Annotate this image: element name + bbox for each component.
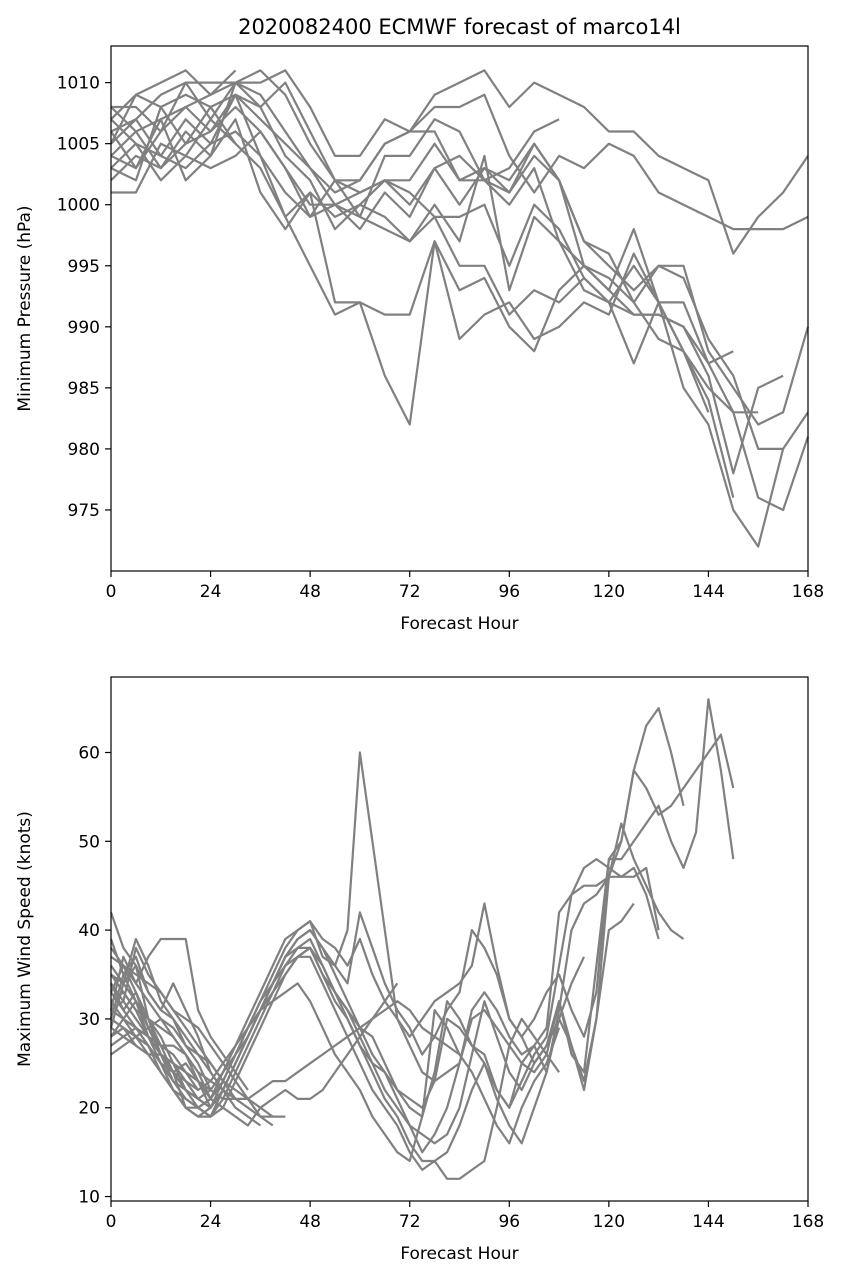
wind-y-tick-label: 40	[78, 921, 100, 941]
pressure-y-tick-label: 995	[68, 257, 100, 277]
pressure-y-tick-label: 990	[68, 318, 100, 338]
wind-series-group	[109, 698, 735, 1180]
wind-series-line-19	[109, 955, 224, 1091]
pressure-series-line-10	[110, 118, 735, 498]
wind-series-line-16	[110, 964, 262, 1127]
wind-series-line-1	[109, 706, 685, 1109]
pressure-series-line-11	[110, 81, 710, 413]
pressure-series-line-8	[111, 130, 759, 414]
wind-x-tick-label: 96	[498, 1212, 520, 1232]
wind-series-line-23	[110, 982, 200, 1091]
pressure-y-tick-label: 980	[68, 440, 100, 460]
wind-series-line-22	[109, 955, 212, 1109]
pressure-x-tick-label: 120	[593, 582, 625, 602]
pressure-series-line-14	[110, 105, 237, 182]
pressure-series-line-1	[111, 69, 809, 255]
wind-y-tick-label: 50	[78, 832, 100, 852]
pressure-series-line-12	[110, 93, 560, 194]
wind-series-line-21	[110, 991, 212, 1100]
wind-x-tick-label: 24	[200, 1212, 222, 1232]
wind-x-tick-label: 72	[399, 1212, 421, 1232]
wind-series-line-9	[110, 955, 560, 1180]
pressure-x-tick-label: 48	[299, 582, 321, 602]
pressure-x-tick-label: 72	[399, 582, 421, 602]
pressure-series-line-5	[110, 105, 810, 512]
wind-x-tick-label: 144	[692, 1212, 724, 1232]
pressure-x-tick-label: 96	[498, 582, 520, 602]
pressure-series-line-6	[110, 118, 784, 475]
wind-y-tick-label: 60	[78, 743, 100, 763]
pressure-y-tick-label: 1010	[57, 74, 100, 94]
wind-series-line-5	[110, 866, 660, 1118]
wind-x-tick-label: 120	[593, 1212, 625, 1232]
pressure-y-tick-label: 1005	[57, 135, 100, 155]
wind-y-tick-label: 10	[78, 1188, 100, 1208]
pressure-y-axis-label: Minimum Pressure (hPa)	[15, 205, 35, 411]
wind-y-axis-label: Maximum Wind Speed (knots)	[15, 811, 35, 1067]
wind-x-axis-label: Forecast Hour	[400, 1244, 518, 1264]
wind-x-tick-label: 168	[792, 1212, 824, 1232]
wind-series-line-8	[110, 946, 585, 1163]
wind-y-tick-label: 30	[78, 1010, 100, 1030]
pressure-y-ticks: 975 980 985 990 995 1000 1005 1010	[57, 74, 111, 521]
pressure-series-line-2	[110, 69, 809, 231]
wind-series-line-24	[110, 1000, 200, 1100]
pressure-x-ticks: 0 24 48 72 96 120 144 168	[106, 571, 824, 602]
pressure-panel: 0 24 48 72 96 120 144 168 975 980 985 990 995 1000 10…	[15, 15, 824, 634]
wind-y-tick-label: 20	[78, 1099, 100, 1119]
pressure-x-tick-label: 168	[792, 582, 824, 602]
pressure-x-tick-label: 0	[106, 582, 117, 602]
wind-axes-frame	[110, 676, 809, 1202]
wind-series-line-20	[109, 937, 212, 1091]
pressure-y-tick-label: 975	[68, 501, 100, 521]
wind-panel: 0 24 48 72 96 120 144 168 10 20 30 40 50 60 Forecast…	[15, 676, 824, 1264]
chart-title: 2020082400 ECMWF forecast of marco14l	[238, 15, 681, 39]
pressure-x-tick-label: 144	[692, 582, 724, 602]
pressure-x-tick-label: 24	[200, 582, 222, 602]
wind-x-ticks: 0 24 48 72 96 120 144 168	[106, 1201, 824, 1232]
wind-y-ticks: 10 20 30 40 50 60	[78, 743, 111, 1208]
pressure-axes-frame	[110, 45, 809, 572]
wind-x-tick-label: 0	[106, 1212, 117, 1232]
pressure-x-axis-label: Forecast Hour	[400, 614, 518, 634]
pressure-series-line-3	[110, 81, 809, 450]
pressure-series-line-7	[110, 118, 734, 365]
pressure-series-line-13	[110, 69, 237, 170]
wind-series-line-6	[110, 857, 660, 1154]
pressure-series-group	[110, 69, 810, 548]
wind-x-tick-label: 48	[299, 1212, 321, 1232]
pressure-y-tick-label: 1000	[57, 196, 100, 216]
pressure-y-tick-label: 985	[68, 379, 100, 399]
wind-series-line-3	[110, 733, 735, 1109]
wind-series-line-18	[110, 946, 237, 1100]
wind-series-line-12	[110, 982, 399, 1127]
wind-series-line-7	[110, 902, 635, 1145]
